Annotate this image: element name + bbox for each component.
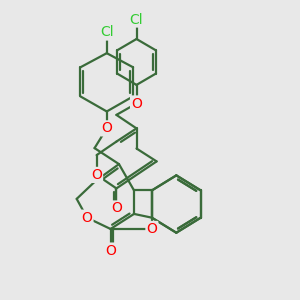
- Text: O: O: [111, 202, 122, 215]
- Text: O: O: [105, 244, 116, 258]
- Text: Cl: Cl: [100, 26, 114, 40]
- Text: O: O: [146, 222, 157, 236]
- Text: O: O: [101, 122, 112, 135]
- Text: Cl: Cl: [130, 13, 143, 26]
- Text: O: O: [82, 211, 92, 225]
- Text: O: O: [131, 97, 142, 110]
- Text: O: O: [91, 168, 102, 182]
